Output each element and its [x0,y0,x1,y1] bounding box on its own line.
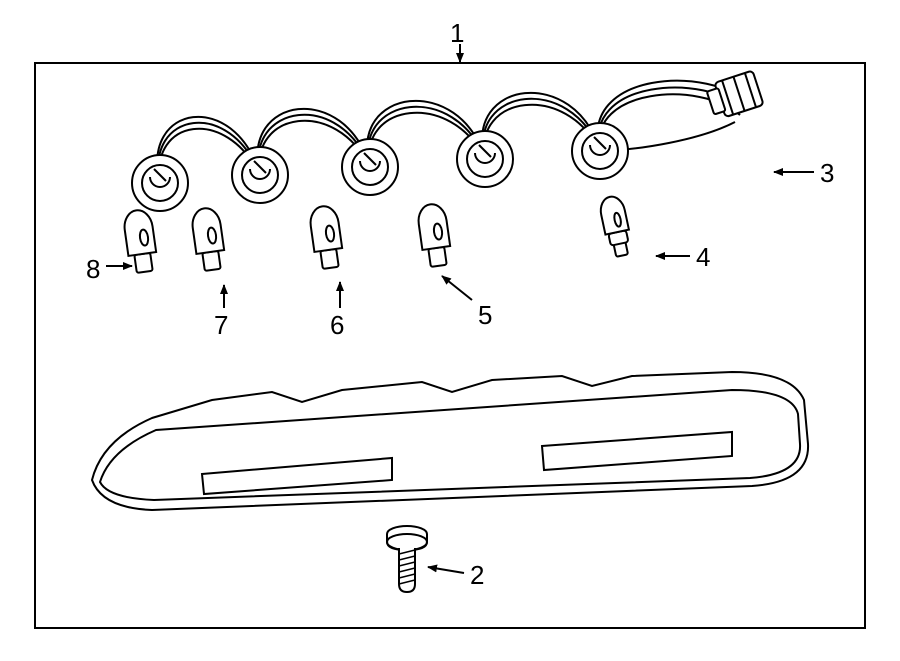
socket [457,131,513,187]
callout-label-7: 7 [214,310,228,341]
callout-label-4: 4 [696,242,710,273]
diagram-svg [0,0,900,661]
bulbs-group [122,194,634,273]
callout-arrow-5 [442,276,472,300]
callout-label-1: 1 [450,18,464,49]
harness-connector [705,71,764,121]
bulb [308,204,344,269]
lamp-housing [92,372,808,510]
socket [132,155,188,211]
mounting-screw [387,526,427,592]
socket [572,123,628,179]
callout-label-2: 2 [470,560,484,591]
bulb [416,202,452,267]
callout-label-5: 5 [478,300,492,331]
socket [232,147,288,203]
diagram-canvas: 1 2 3 4 5 6 7 8 [0,0,900,661]
callout-label-6: 6 [330,310,344,341]
callout-arrow-2 [428,567,464,573]
callout-label-3: 3 [820,158,834,189]
bulb [122,208,158,273]
sockets-group [132,123,628,211]
bulb [190,206,226,271]
socket [342,139,398,195]
callout-label-8: 8 [86,254,100,285]
bulb [598,194,634,258]
